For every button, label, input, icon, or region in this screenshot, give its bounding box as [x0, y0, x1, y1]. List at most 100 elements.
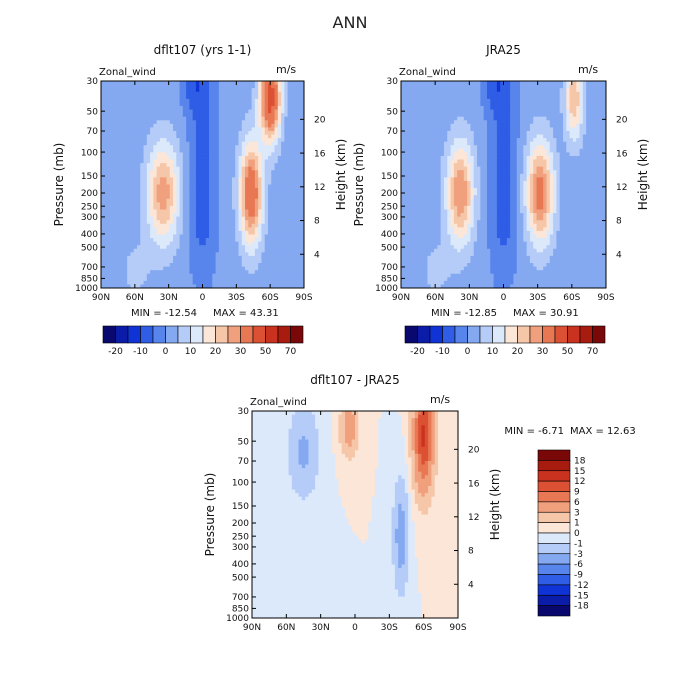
contour-cell — [267, 252, 272, 257]
contour-cell — [404, 238, 409, 243]
contour-cell — [212, 116, 217, 121]
contour-cell — [110, 113, 115, 118]
contour-cell — [254, 223, 259, 228]
contour-cell — [271, 152, 276, 157]
contour-cell — [101, 130, 105, 136]
contour-cell — [179, 184, 184, 189]
contour-cell — [470, 127, 475, 132]
contour-cell — [114, 81, 118, 86]
contour-cell — [440, 163, 445, 168]
contour-cell — [297, 273, 302, 278]
contour-cell — [192, 145, 197, 150]
contour-cell — [146, 163, 151, 168]
contour-cell — [173, 227, 177, 232]
contour-cell — [218, 180, 223, 186]
contour-cell — [437, 102, 442, 107]
contour-cell — [467, 180, 472, 186]
contour-cell — [231, 252, 236, 257]
contour-cell — [241, 159, 246, 164]
contour-cell — [110, 116, 115, 121]
contour-cell — [443, 252, 448, 257]
contour-cell — [117, 170, 122, 175]
contour-cell — [467, 173, 472, 178]
contour-cell — [159, 188, 164, 193]
contour-cell — [271, 284, 276, 288]
contour-cell — [159, 191, 164, 196]
contour-cell — [169, 259, 174, 264]
contour-cell — [457, 102, 462, 107]
contour-cell — [205, 138, 210, 143]
contour-cell — [140, 241, 145, 246]
contour-cell — [453, 152, 458, 157]
contour-cell — [209, 127, 213, 132]
contour-cell — [120, 284, 125, 288]
contour-cell — [473, 134, 478, 139]
contour-cell — [146, 120, 151, 125]
contour-cell — [463, 202, 468, 207]
contour-cell — [287, 195, 292, 200]
contour-cell — [287, 166, 292, 171]
contour-cell — [414, 138, 419, 143]
contour-cell — [420, 266, 425, 271]
contour-cell — [104, 159, 109, 164]
contour-cell — [281, 155, 285, 161]
contour-cell — [277, 263, 282, 268]
contour-cell — [169, 223, 174, 228]
contour-cell — [199, 220, 204, 225]
contour-field — [101, 81, 304, 288]
contour-cell — [473, 130, 478, 136]
contour-cell — [300, 238, 304, 243]
contour-cell — [460, 273, 465, 278]
contour-cell — [130, 184, 135, 189]
contour-cell — [117, 248, 122, 253]
contour-cell — [443, 230, 448, 236]
contour-cell — [163, 209, 168, 214]
contour-cell — [212, 152, 217, 157]
contour-cell — [401, 238, 405, 243]
contour-cell — [153, 84, 158, 89]
contour-cell — [277, 170, 282, 175]
contour-cell — [120, 170, 125, 175]
contour-cell — [447, 84, 452, 89]
contour-cell — [195, 252, 200, 257]
contour-cell — [457, 91, 462, 96]
contour-cell — [410, 130, 415, 136]
contour-cell — [110, 263, 115, 268]
contour-cell — [467, 184, 472, 189]
contour-cell — [225, 220, 230, 225]
contour-cell — [199, 145, 204, 150]
contour-cell — [473, 116, 478, 121]
contour-cell — [156, 234, 161, 239]
contour-cell — [182, 173, 187, 178]
contour-cell — [254, 91, 259, 96]
contour-cell — [254, 216, 259, 221]
contour-cell — [176, 195, 181, 200]
contour-cell — [137, 120, 141, 125]
contour-cell — [146, 284, 151, 288]
contour-cell — [146, 191, 151, 196]
contour-cell — [238, 173, 243, 178]
contour-cell — [209, 141, 213, 146]
contour-cell — [176, 180, 181, 186]
contour-cell — [212, 248, 217, 253]
contour-cell — [146, 238, 151, 243]
contour-cell — [140, 277, 145, 282]
contour-cell — [420, 270, 425, 275]
contour-cell — [281, 141, 285, 146]
contour-cell — [127, 238, 132, 243]
contour-cell — [434, 138, 438, 143]
contour-cell — [215, 227, 220, 232]
contour-cell — [238, 248, 243, 253]
contour-cell — [228, 188, 233, 193]
contour-cell — [195, 148, 200, 153]
contour-cell — [127, 141, 132, 146]
contour-cell — [231, 148, 236, 153]
contour-cell — [199, 105, 204, 111]
contour-cell — [159, 95, 164, 100]
contour-cell — [281, 266, 285, 271]
contour-cell — [460, 248, 465, 253]
contour-cell — [101, 227, 105, 232]
contour-cell — [450, 177, 455, 182]
contour-cell — [110, 166, 115, 171]
contour-cell — [287, 220, 292, 225]
